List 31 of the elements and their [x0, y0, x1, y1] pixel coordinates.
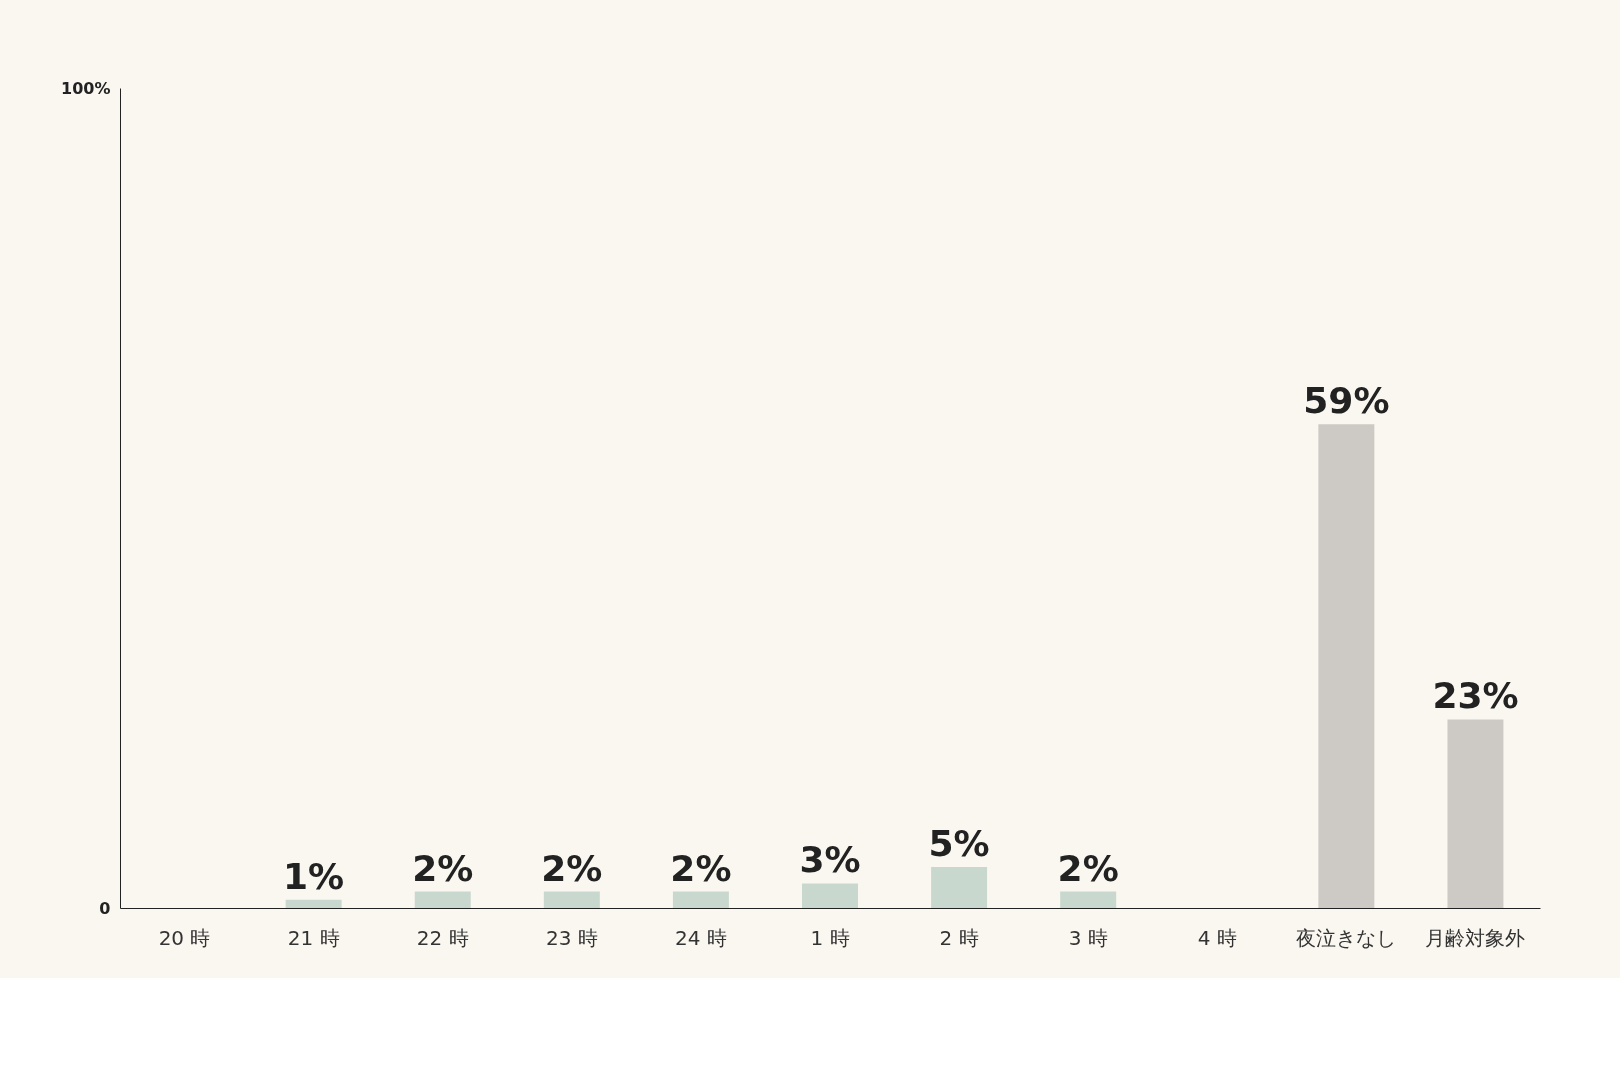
x-tick-label: 22 時	[416, 925, 469, 950]
bar	[1060, 891, 1117, 908]
bar	[285, 899, 342, 908]
bar	[802, 883, 858, 908]
bar	[672, 891, 729, 908]
x-tick-label: 2 時	[939, 925, 979, 950]
bar	[931, 867, 988, 908]
x-tick-label: 21 時	[287, 925, 340, 950]
data-label: 2%	[412, 847, 474, 889]
bar	[543, 891, 600, 908]
data-label: 1%	[283, 855, 345, 897]
data-label: 2%	[1057, 847, 1119, 889]
bar	[1447, 719, 1504, 908]
x-tick-label: 20 時	[158, 925, 211, 950]
x-tick-label: 23 時	[545, 925, 598, 950]
data-label: 2%	[670, 847, 732, 889]
x-tick-label: 夜泣きなし	[1296, 925, 1397, 950]
x-tick-label: 1 時	[810, 925, 850, 950]
x-tick-label: 3 時	[1068, 925, 1108, 950]
data-label: 3%	[799, 839, 861, 881]
data-label: 2%	[541, 847, 603, 889]
y-tick-label: 0	[99, 898, 111, 918]
bar	[1318, 424, 1375, 908]
x-tick-label: 4 時	[1197, 925, 1237, 950]
data-label: 23%	[1432, 675, 1519, 717]
data-label: 5%	[928, 823, 990, 864]
y-tick-label: 100%	[61, 78, 111, 98]
x-tick-label: 24 時	[675, 925, 727, 950]
bar	[414, 891, 471, 908]
x-tick-label: 月齢対象外	[1425, 925, 1526, 950]
data-label: 59%	[1303, 380, 1390, 422]
